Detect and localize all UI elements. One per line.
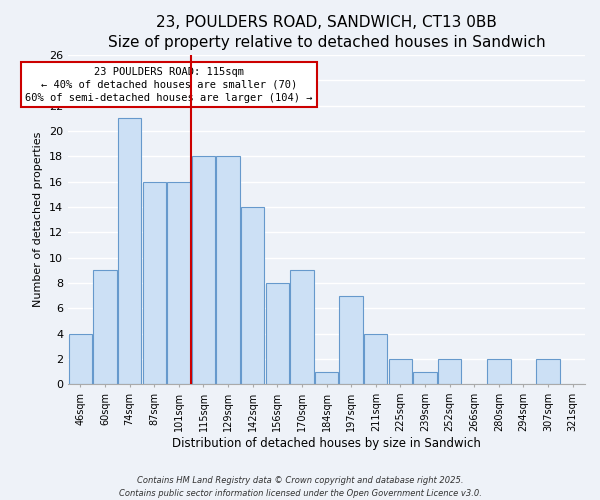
Y-axis label: Number of detached properties: Number of detached properties <box>34 132 43 308</box>
Bar <box>315 372 338 384</box>
Bar <box>364 334 388 384</box>
Bar <box>192 156 215 384</box>
Text: Contains HM Land Registry data © Crown copyright and database right 2025.
Contai: Contains HM Land Registry data © Crown c… <box>119 476 481 498</box>
Bar <box>536 359 560 384</box>
Bar <box>68 334 92 384</box>
Bar <box>241 207 265 384</box>
Bar <box>413 372 437 384</box>
Bar <box>438 359 461 384</box>
Bar <box>217 156 240 384</box>
Text: 23 POULDERS ROAD: 115sqm
← 40% of detached houses are smaller (70)
60% of semi-d: 23 POULDERS ROAD: 115sqm ← 40% of detach… <box>25 66 313 103</box>
X-axis label: Distribution of detached houses by size in Sandwich: Distribution of detached houses by size … <box>172 437 481 450</box>
Bar <box>167 182 191 384</box>
Bar <box>389 359 412 384</box>
Bar <box>94 270 116 384</box>
Bar <box>487 359 511 384</box>
Bar <box>290 270 314 384</box>
Bar <box>118 118 142 384</box>
Bar <box>340 296 363 384</box>
Bar <box>143 182 166 384</box>
Title: 23, POULDERS ROAD, SANDWICH, CT13 0BB
Size of property relative to detached hous: 23, POULDERS ROAD, SANDWICH, CT13 0BB Si… <box>108 15 545 50</box>
Bar <box>266 283 289 384</box>
